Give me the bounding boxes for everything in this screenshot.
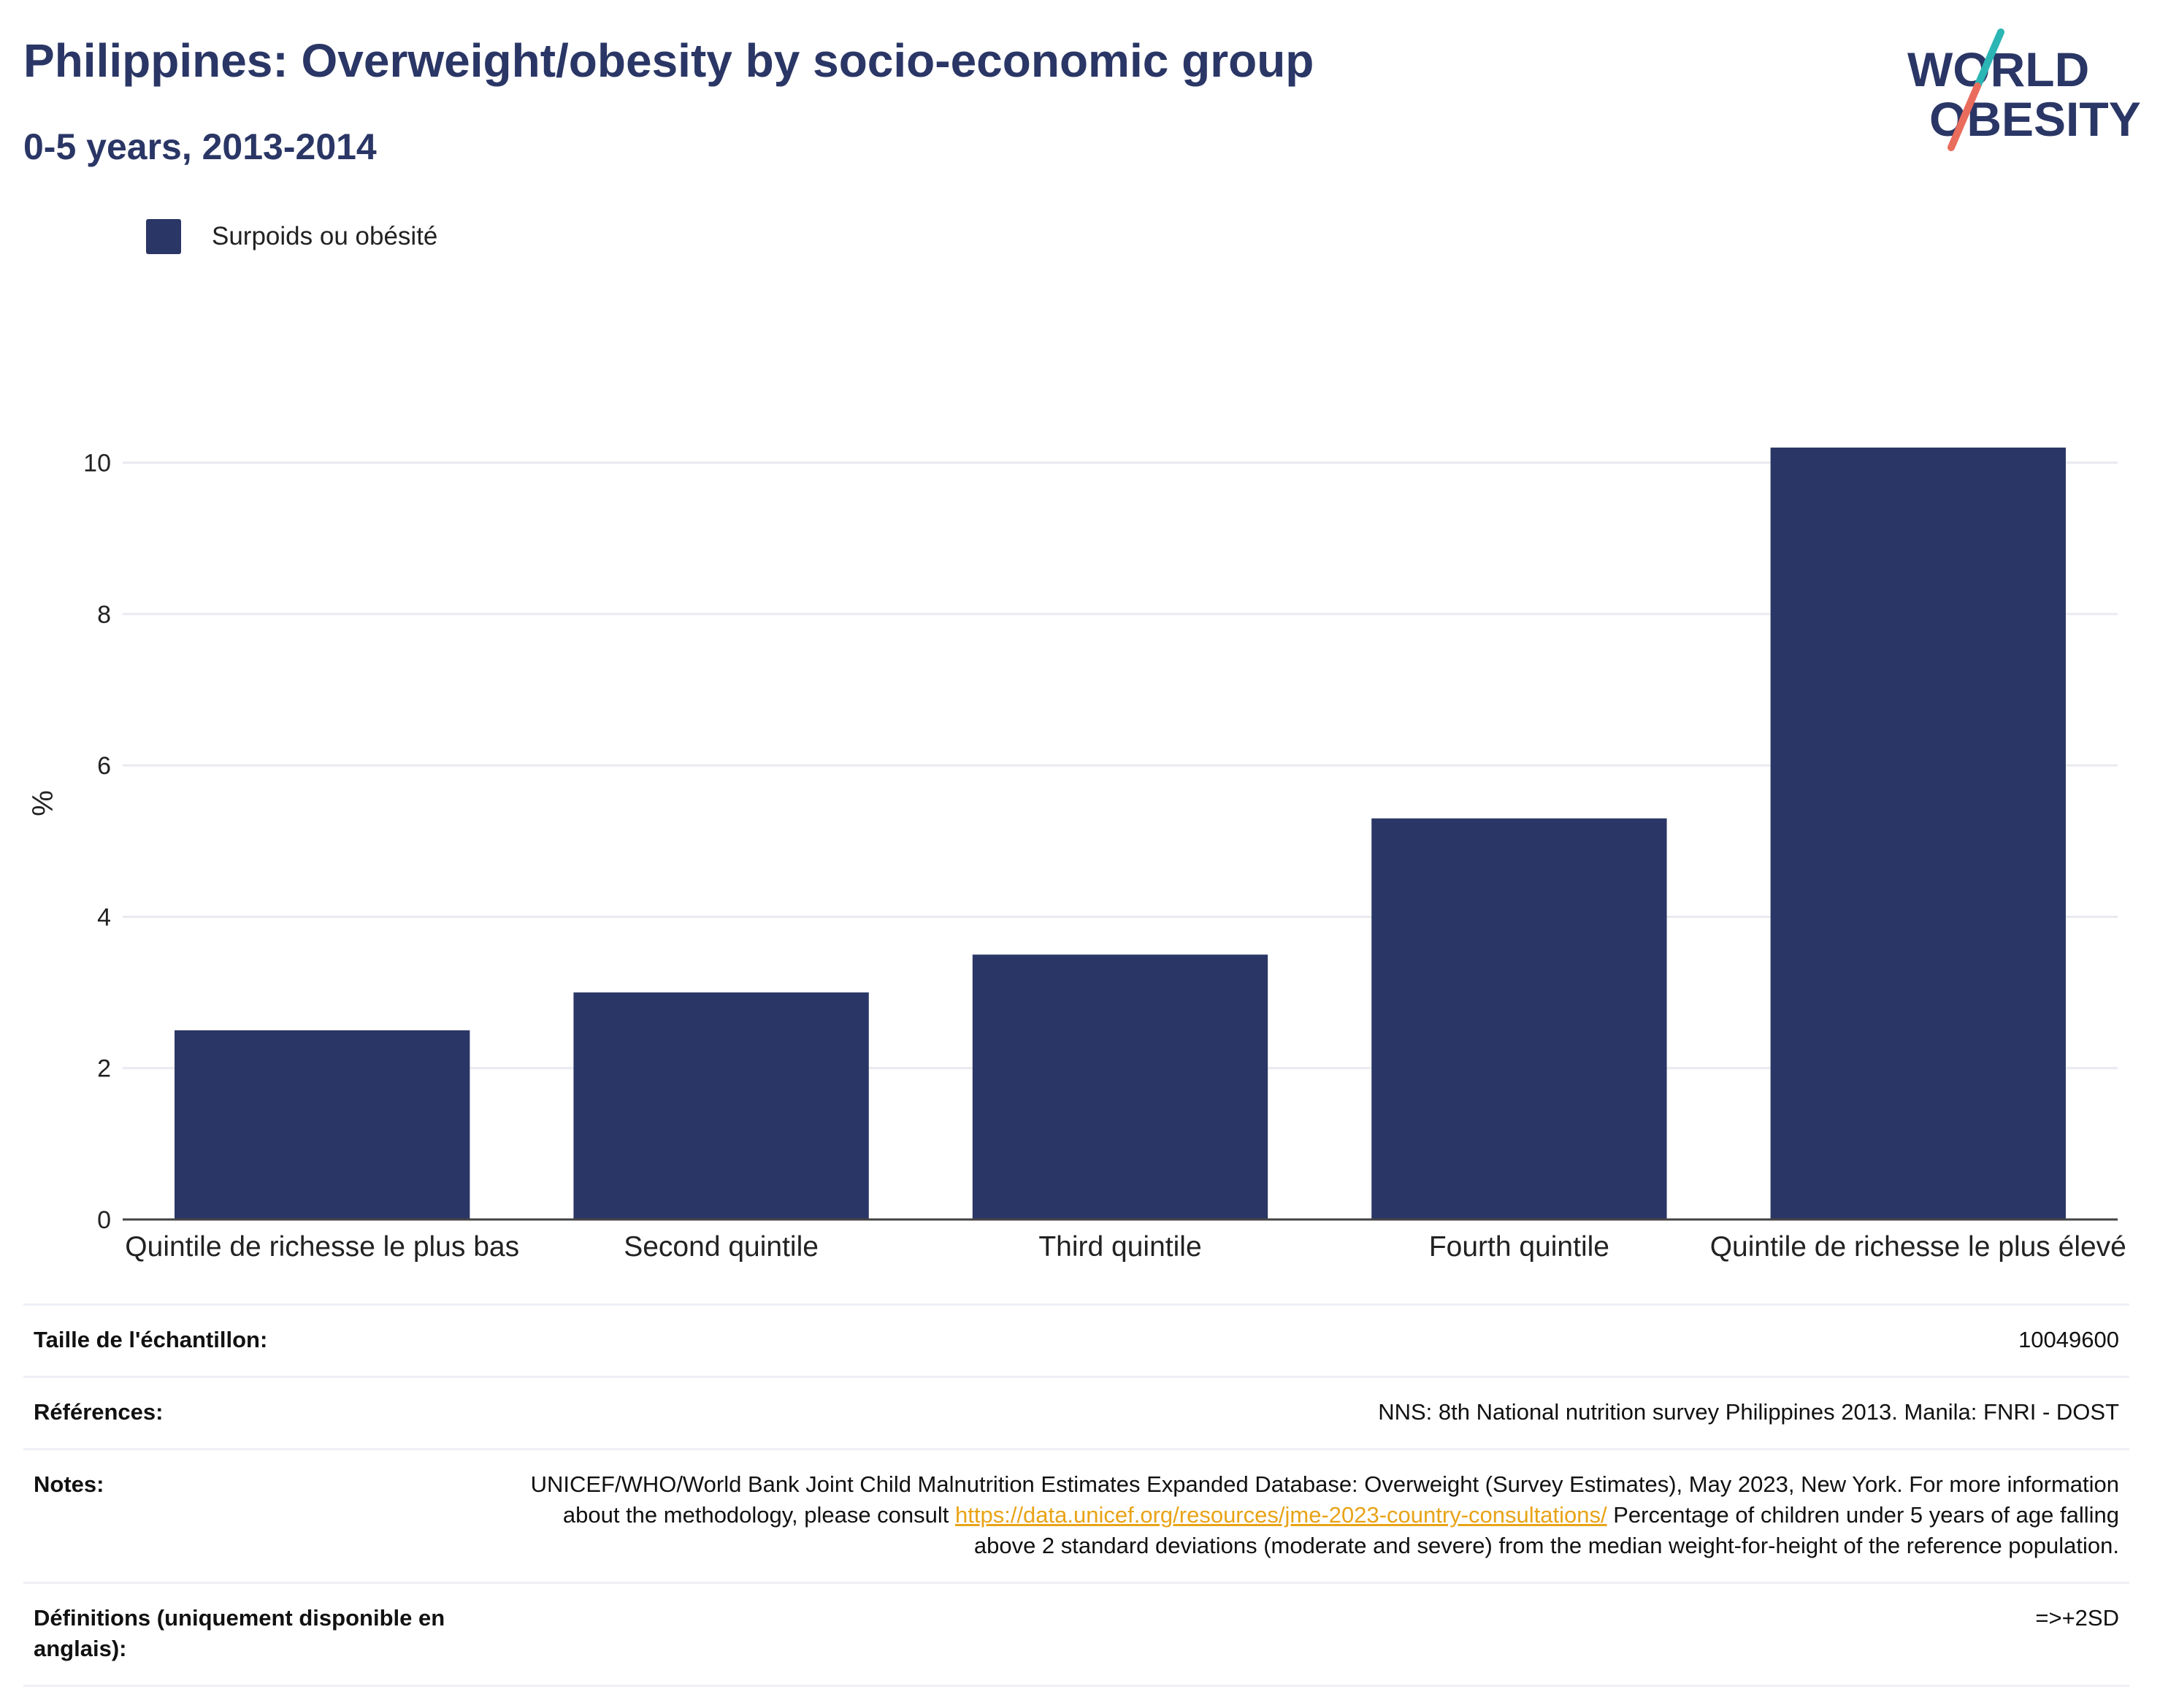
notes-text-before-link: UNICEF/WHO/World Bank Joint Child Malnut… xyxy=(530,1471,2119,1528)
info-table: Taille de l'échantillon: 10049600 Référe… xyxy=(23,1303,2129,1687)
y-tick-label: 2 xyxy=(97,1055,111,1083)
info-row-notes: Notes: UNICEF/WHO/World Bank Joint Child… xyxy=(23,1450,2129,1584)
info-row-references: Références: NNS: 8th National nutrition … xyxy=(23,1378,2129,1450)
y-tick-label: 10 xyxy=(83,450,111,478)
legend-swatch xyxy=(146,219,181,254)
definitions-label: Définitions (uniquement disponible en an… xyxy=(34,1605,445,1661)
x-category-label: Third quintile xyxy=(1038,1231,1201,1263)
definitions-value: =>+2SD xyxy=(2035,1605,2119,1631)
sample-size-value: 10049600 xyxy=(2018,1327,2119,1352)
y-tick-label: 6 xyxy=(97,752,111,780)
bar-5[interactable] xyxy=(1770,447,2066,1219)
methodology-link[interactable]: https://data.unicef.org/resources/jme-20… xyxy=(955,1502,1607,1528)
bar-2[interactable] xyxy=(573,992,869,1219)
logo-slash-bottom xyxy=(1948,83,1981,151)
legend-label: Surpoids ou obésité xyxy=(212,222,438,250)
references-value: NNS: 8th National nutrition survey Phili… xyxy=(1378,1399,2119,1425)
chart-subtitle: 0-5 years, 2013-2014 xyxy=(23,126,377,167)
chart-title: Philippines: Overweight/obesity by socio… xyxy=(23,34,1314,87)
notes-text-after-link: Percentage of children under 5 years of … xyxy=(973,1502,2119,1558)
world-obesity-logo: WORLD OBESITY xyxy=(1907,28,2141,151)
y-tick-label: 8 xyxy=(97,601,111,629)
sample-size-label: Taille de l'échantillon: xyxy=(34,1327,268,1352)
y-tick-label: 4 xyxy=(97,903,111,931)
references-label: Références: xyxy=(34,1399,164,1425)
x-category-label: Second quintile xyxy=(624,1231,819,1263)
notes-label: Notes: xyxy=(34,1471,104,1497)
logo-line-world: WORLD xyxy=(1907,42,2089,96)
x-category-label: Quintile de richesse le plus bas xyxy=(125,1231,519,1263)
info-row-definitions: Définitions (uniquement disponible en an… xyxy=(23,1584,2129,1687)
y-axis-title: % xyxy=(27,790,59,816)
y-tick-labels: 0 2 4 6 8 10 xyxy=(83,450,111,1234)
x-category-label: Fourth quintile xyxy=(1429,1231,1609,1263)
logo-slash-top xyxy=(1974,28,2004,90)
bars xyxy=(175,447,2066,1219)
x-category-label: Quintile de richesse le plus élevé xyxy=(1710,1231,2126,1263)
x-category-labels: Quintile de richesse le plus bas Second q… xyxy=(125,1231,2126,1263)
legend[interactable]: Surpoids ou obésité xyxy=(146,218,437,256)
y-tick-label: 0 xyxy=(97,1206,111,1234)
bar-3[interactable] xyxy=(972,954,1268,1219)
info-row-sample-size: Taille de l'échantillon: 10049600 xyxy=(23,1306,2129,1378)
notes-value: UNICEF/WHO/World Bank Joint Child Malnut… xyxy=(527,1469,2119,1561)
bar-1[interactable] xyxy=(175,1030,470,1219)
bar-chart: 0 2 4 6 8 10 Quintile de richesse le plus bas… xyxy=(27,447,2126,1263)
bar-4[interactable] xyxy=(1371,818,1667,1219)
